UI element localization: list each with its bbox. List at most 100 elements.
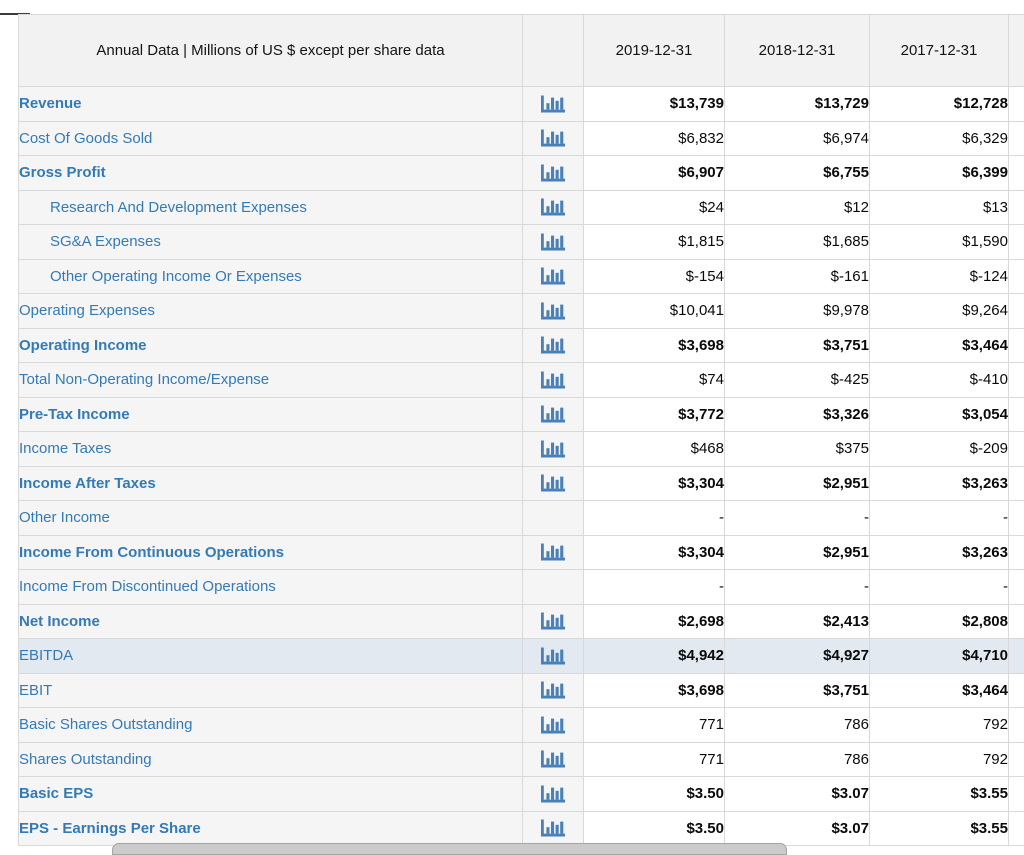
value-cell — [1009, 432, 1024, 467]
table-row: Basic EPS $3.50$3.07$3.55 — [19, 777, 1024, 812]
row-label-link[interactable]: Total Non-Operating Income/Expense — [19, 363, 523, 398]
row-label-link[interactable]: Cost Of Goods Sold — [19, 121, 523, 156]
value-cell — [1009, 259, 1024, 294]
chart-icon-link[interactable] — [523, 535, 584, 570]
annual-financials-table: Annual Data | Millions of US $ except pe… — [18, 14, 1024, 846]
row-label-link[interactable]: EBITDA — [19, 639, 523, 674]
bar-chart-icon — [540, 681, 566, 699]
row-label-link[interactable]: Income From Continuous Operations — [19, 535, 523, 570]
chart-icon-link[interactable] — [523, 604, 584, 639]
value-cell: $3.55 — [870, 777, 1009, 812]
value-cell: $2,698 — [584, 604, 725, 639]
table-row: Operating Expenses $10,041$9,978$9,264 — [19, 294, 1024, 329]
bar-chart-icon — [540, 267, 566, 285]
row-label-link[interactable]: EBIT — [19, 673, 523, 708]
bar-chart-icon — [540, 440, 566, 458]
chart-icon-link[interactable] — [523, 811, 584, 846]
table-row: Cost Of Goods Sold $6,832$6,974$6,329 — [19, 121, 1024, 156]
value-cell — [1009, 570, 1024, 605]
value-cell: $3,698 — [584, 673, 725, 708]
row-label-link[interactable]: Basic EPS — [19, 777, 523, 812]
value-cell: $-154 — [584, 259, 725, 294]
value-cell — [1009, 121, 1024, 156]
value-cell: $3,263 — [870, 535, 1009, 570]
table-row: Pre-Tax Income $3,772$3,326$3,054 — [19, 397, 1024, 432]
chart-icon-link[interactable] — [523, 87, 584, 122]
value-cell: $-124 — [870, 259, 1009, 294]
value-cell — [1009, 811, 1024, 846]
row-label-link[interactable]: Revenue — [19, 87, 523, 122]
value-cell: $1,685 — [725, 225, 870, 260]
bar-chart-icon — [540, 819, 566, 837]
value-cell — [1009, 397, 1024, 432]
bar-chart-icon — [540, 612, 566, 630]
value-cell: $74 — [584, 363, 725, 398]
row-label-link[interactable]: Income After Taxes — [19, 466, 523, 501]
value-cell — [1009, 777, 1024, 812]
value-cell — [1009, 328, 1024, 363]
chart-icon-link[interactable] — [523, 294, 584, 329]
row-label-link[interactable]: Operating Expenses — [19, 294, 523, 329]
table-row: Other Income--- — [19, 501, 1024, 536]
value-cell: - — [870, 501, 1009, 536]
row-label-link[interactable]: Income Taxes — [19, 432, 523, 467]
table-header-row: Annual Data | Millions of US $ except pe… — [19, 15, 1024, 87]
chart-icon-link[interactable] — [523, 363, 584, 398]
row-label-link[interactable]: Net Income — [19, 604, 523, 639]
value-cell: 792 — [870, 742, 1009, 777]
bar-chart-icon — [540, 647, 566, 665]
chart-icon-link[interactable] — [523, 673, 584, 708]
date-header: 2017-12-31 — [870, 15, 1009, 87]
value-cell: $12,728 — [870, 87, 1009, 122]
value-cell: - — [870, 570, 1009, 605]
value-cell — [1009, 673, 1024, 708]
chart-icon-link[interactable] — [523, 121, 584, 156]
table-row: Income After Taxes $3,304$2,951$3,263 — [19, 466, 1024, 501]
chart-icon-link[interactable] — [523, 639, 584, 674]
row-label-link[interactable]: Research And Development Expenses — [19, 190, 523, 225]
value-cell: 771 — [584, 708, 725, 743]
chart-icon-link[interactable] — [523, 156, 584, 191]
bar-chart-icon — [540, 405, 566, 423]
horizontal-scrollbar-thumb[interactable] — [112, 843, 787, 855]
value-cell: 786 — [725, 742, 870, 777]
value-cell: $6,399 — [870, 156, 1009, 191]
value-cell — [1009, 639, 1024, 674]
table-row: Total Non-Operating Income/Expense $74$-… — [19, 363, 1024, 398]
chart-icon-link[interactable] — [523, 708, 584, 743]
chart-icon-link[interactable] — [523, 259, 584, 294]
row-label-link[interactable]: Operating Income — [19, 328, 523, 363]
chart-icon-link[interactable] — [523, 742, 584, 777]
row-label-link[interactable]: Shares Outstanding — [19, 742, 523, 777]
chart-icon-link[interactable] — [523, 225, 584, 260]
row-label-link[interactable]: Other Income — [19, 501, 523, 536]
bar-chart-icon — [540, 716, 566, 734]
chart-icon-link[interactable] — [523, 397, 584, 432]
row-label-link[interactable]: SG&A Expenses — [19, 225, 523, 260]
chart-icon-link[interactable] — [523, 466, 584, 501]
value-cell: $3,772 — [584, 397, 725, 432]
value-cell: $4,927 — [725, 639, 870, 674]
value-cell — [1009, 604, 1024, 639]
table-row: Research And Development Expenses $24$12… — [19, 190, 1024, 225]
row-label-link[interactable]: Basic Shares Outstanding — [19, 708, 523, 743]
row-label-link[interactable]: Income From Discontinued Operations — [19, 570, 523, 605]
row-label-link[interactable]: EPS - Earnings Per Share — [19, 811, 523, 846]
chart-icon-link[interactable] — [523, 432, 584, 467]
chart-icon-link — [523, 570, 584, 605]
table-row: Revenue $13,739$13,729$12,728 — [19, 87, 1024, 122]
row-label-link[interactable]: Gross Profit — [19, 156, 523, 191]
chart-icon-link[interactable] — [523, 328, 584, 363]
chart-icon-link — [523, 501, 584, 536]
table-row: Income From Discontinued Operations--- — [19, 570, 1024, 605]
bar-chart-icon — [540, 474, 566, 492]
value-cell: $13 — [870, 190, 1009, 225]
value-cell: $3.07 — [725, 811, 870, 846]
chart-icon-link[interactable] — [523, 190, 584, 225]
row-label-link[interactable]: Pre-Tax Income — [19, 397, 523, 432]
row-label-link[interactable]: Other Operating Income Or Expenses — [19, 259, 523, 294]
value-cell — [1009, 225, 1024, 260]
chart-icon-link[interactable] — [523, 777, 584, 812]
